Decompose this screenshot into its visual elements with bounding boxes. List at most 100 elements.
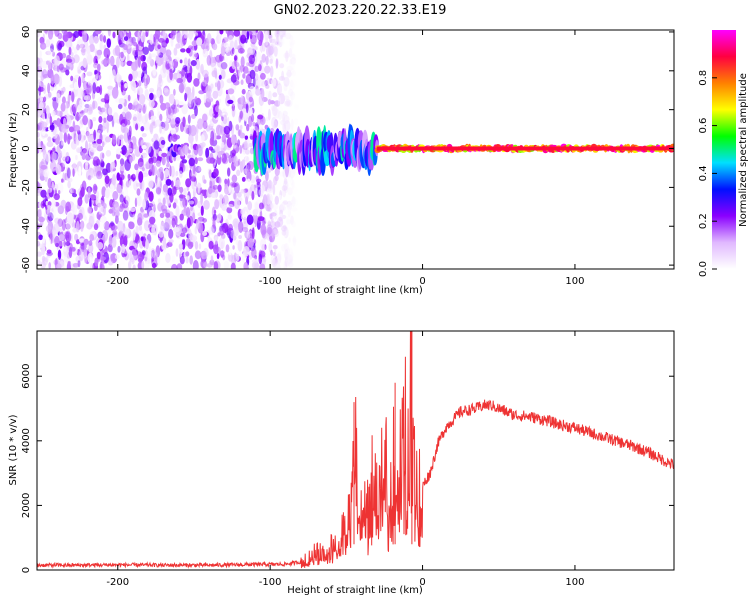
heatmap-cell	[82, 80, 88, 90]
heatmap-cell	[47, 178, 52, 189]
heatmap-cell	[170, 165, 175, 178]
heatmap-cell	[68, 46, 72, 56]
heatmap-cell	[160, 140, 166, 145]
heatmap-cell	[264, 215, 271, 223]
heatmap-cell	[62, 86, 66, 93]
heatmap-cell	[153, 251, 158, 264]
heatmap-cell	[219, 194, 224, 200]
heatmap-cell	[127, 174, 131, 179]
heatmap-cell	[51, 110, 56, 117]
heatmap-cell	[97, 242, 104, 250]
heatmap-cell	[134, 75, 142, 82]
heatmap-cell	[47, 48, 54, 56]
heatmap-cell	[220, 241, 224, 249]
heatmap-cell	[37, 169, 41, 181]
heatmap-cell	[46, 253, 52, 258]
heatmap-cell	[54, 55, 60, 65]
heatmap-cell	[245, 196, 249, 205]
heatmap-cell	[204, 43, 211, 49]
heatmap-cell	[52, 229, 57, 238]
heatmap-cell	[149, 216, 156, 225]
heatmap-cell	[190, 175, 197, 183]
heatmap-cell	[161, 155, 166, 166]
x-tick-label: -100	[259, 276, 282, 287]
heatmap-cell	[288, 128, 295, 137]
heatmap-cell	[253, 46, 258, 51]
heatmap-cell	[53, 73, 60, 85]
heatmap-cell	[151, 262, 157, 269]
heatmap-cell	[103, 117, 107, 123]
heatmap-cell	[192, 212, 196, 222]
heatmap-cell	[290, 218, 295, 229]
heatmap-cell	[67, 93, 71, 105]
heatmap-cell	[228, 187, 234, 195]
heatmap-cell	[272, 229, 279, 235]
heatmap-cell	[216, 253, 220, 260]
heatmap-cell	[107, 106, 113, 116]
heatmap-cell	[137, 253, 145, 261]
heatmap-cell	[117, 30, 124, 40]
heatmap-cell	[248, 115, 253, 128]
heatmap-cell	[178, 243, 184, 250]
heatmap-cell	[142, 46, 149, 55]
spectrogram-heatmap	[37, 30, 674, 269]
chart-title: GN02.2023.220.22.33.E19	[274, 3, 447, 18]
heatmap-cell	[62, 223, 66, 235]
heatmap-cell	[43, 96, 47, 103]
heatmap-cell	[281, 244, 287, 252]
heatmap-cell	[112, 190, 119, 201]
heatmap-cell	[75, 255, 82, 263]
heatmap-cell	[78, 112, 85, 118]
heatmap-cell	[241, 108, 248, 121]
heatmap-cell	[37, 251, 42, 257]
heatmap-cell	[265, 84, 270, 89]
heatmap-cell	[241, 176, 246, 182]
heatmap-cell	[281, 33, 287, 38]
heatmap-cell	[275, 71, 280, 80]
heatmap-cell	[178, 194, 186, 199]
heatmap-cell	[294, 52, 301, 59]
heatmap-cell	[131, 61, 138, 71]
heatmap-cell	[97, 63, 101, 72]
heatmap-cell	[131, 105, 135, 110]
heatmap-cell	[211, 70, 218, 78]
y-tick-label: 20	[21, 103, 32, 116]
heatmap-cell	[203, 200, 210, 210]
heatmap-cell	[280, 35, 283, 40]
heatmap-cell	[61, 123, 66, 133]
heatmap-cell	[179, 198, 186, 208]
heatmap-cell	[154, 42, 160, 52]
heatmap-cell	[148, 180, 155, 188]
heatmap-cell	[112, 229, 117, 236]
heatmap-cell	[194, 157, 198, 165]
heatmap-cell	[291, 53, 298, 59]
heatmap-cell	[65, 232, 72, 243]
heatmap-cell	[83, 135, 86, 141]
heatmap-cell	[202, 48, 209, 58]
heatmap-cell	[101, 107, 107, 120]
heatmap-cell	[126, 30, 130, 34]
heatmap-cell	[184, 82, 188, 89]
heatmap-cell	[165, 178, 172, 186]
heatmap-cell	[51, 198, 56, 210]
heatmap-cell	[99, 84, 103, 95]
heatmap-cell	[195, 250, 202, 259]
heatmap-cell	[219, 125, 225, 136]
heatmap-cell	[111, 69, 116, 80]
heatmap-cell	[96, 145, 104, 152]
heatmap-cell	[85, 170, 91, 180]
heatmap-cell	[243, 246, 250, 257]
heatmap-cell	[245, 103, 249, 114]
heatmap-cell	[169, 68, 173, 81]
heatmap-cell	[285, 207, 291, 215]
heatmap-cell	[295, 248, 300, 260]
heatmap-cell	[165, 49, 172, 57]
heatmap-cell	[249, 69, 256, 80]
heatmap-cell	[242, 73, 246, 79]
heatmap-cell	[135, 225, 139, 234]
heatmap-cell	[43, 73, 49, 79]
heatmap-cell	[290, 40, 294, 50]
heatmap-cell	[194, 53, 199, 58]
heatmap-cell	[258, 94, 265, 106]
heatmap-cell	[56, 144, 61, 155]
